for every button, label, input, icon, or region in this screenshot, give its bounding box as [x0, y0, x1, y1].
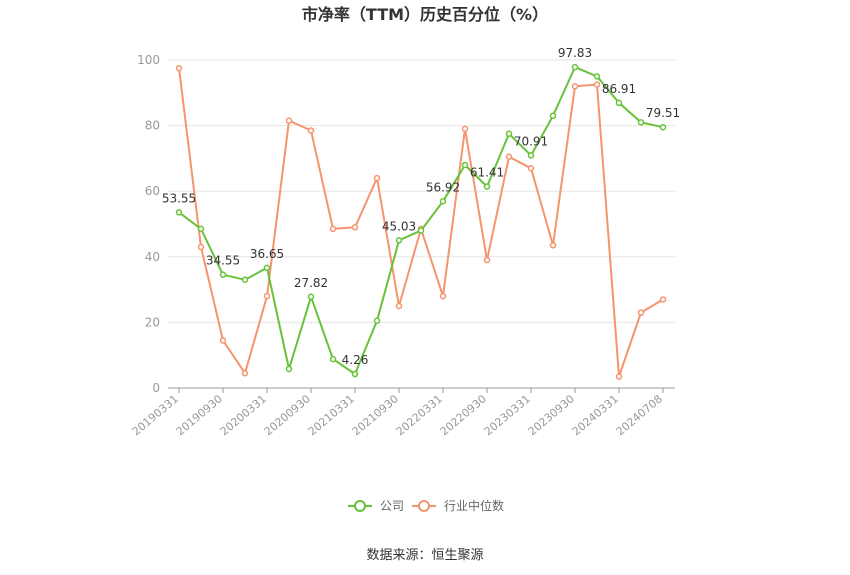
data-point[interactable] — [197, 243, 205, 251]
data-point[interactable] — [461, 125, 469, 133]
data-point[interactable] — [417, 227, 425, 234]
data-point[interactable] — [571, 82, 579, 90]
data-point[interactable] — [439, 292, 447, 300]
data-point[interactable] — [219, 271, 227, 278]
data-label: 79.51 — [646, 106, 680, 120]
data-label: 61.41 — [470, 166, 504, 180]
data-point[interactable] — [527, 164, 535, 172]
data-point[interactable] — [483, 183, 491, 190]
data-point[interactable] — [659, 296, 667, 303]
data-point[interactable] — [593, 81, 601, 88]
data-point[interactable] — [505, 153, 513, 161]
data-point[interactable] — [307, 293, 315, 301]
data-point[interactable] — [571, 63, 579, 71]
y-tick-label: 20 — [145, 315, 160, 329]
data-point[interactable] — [593, 73, 601, 80]
x-tick-label: 20210930 — [350, 392, 401, 438]
grid — [168, 59, 675, 323]
x-tick-label: 20200331 — [218, 392, 269, 438]
source-note: 数据来源：恒生聚源 — [366, 548, 483, 563]
data-point[interactable] — [263, 264, 271, 272]
data-point[interactable] — [351, 370, 359, 378]
x-tick-label: 20240708 — [614, 392, 665, 438]
y-tick-label: 80 — [145, 119, 160, 133]
data-label: 53.55 — [162, 191, 196, 205]
data-point[interactable] — [285, 117, 293, 124]
legend-marker — [418, 500, 430, 512]
data-point[interactable] — [307, 127, 315, 134]
legend-marker — [354, 500, 366, 512]
data-point[interactable] — [527, 152, 535, 159]
x-tick-label: 20200930 — [262, 392, 313, 438]
data-point[interactable] — [175, 209, 183, 216]
x-tick-label: 20220930 — [438, 392, 489, 438]
x-tick-label: 20210331 — [306, 392, 357, 438]
data-label: 97.83 — [558, 46, 592, 60]
data-label: 86.91 — [602, 82, 636, 96]
data-point[interactable] — [659, 123, 667, 131]
data-point[interactable] — [637, 119, 645, 126]
data-point[interactable] — [263, 292, 271, 300]
data-label: 27.82 — [294, 276, 328, 290]
x-tick-label: 20190331 — [130, 392, 181, 438]
axes: 0 20 40 60 80 100 2019033120190930202003312020… — [130, 53, 675, 438]
legend-item[interactable]: 行业中位数 — [412, 498, 504, 513]
data-point[interactable] — [483, 256, 491, 264]
data-point[interactable] — [241, 276, 249, 284]
x-tick-label: 20240331 — [570, 392, 621, 438]
data-point[interactable] — [505, 130, 513, 138]
series-line — [178, 68, 664, 378]
data-label: 36.65 — [250, 247, 284, 261]
series-line — [178, 66, 664, 375]
data-point[interactable] — [395, 302, 403, 310]
data-point[interactable] — [241, 369, 249, 377]
y-tick-label: 60 — [145, 184, 160, 198]
data-point[interactable] — [329, 225, 337, 233]
y-tick-label: 0 — [152, 381, 160, 395]
data-point[interactable] — [219, 337, 227, 344]
data-point[interactable] — [197, 225, 205, 233]
data-point[interactable] — [351, 224, 359, 231]
data-point[interactable] — [175, 64, 183, 72]
legend-item[interactable]: 公司 — [348, 499, 404, 513]
data-label: 34.55 — [206, 254, 240, 268]
data-label: 56.92 — [426, 180, 460, 194]
data-labels: 53.55 34.55 36.65 27.82 4.26 45.03 56.92 61.41 7… — [162, 46, 680, 367]
data-point[interactable] — [637, 309, 645, 316]
data-point[interactable] — [329, 355, 337, 363]
data-label: 4.26 — [342, 353, 369, 367]
y-tick-label: 100 — [137, 53, 160, 67]
legend-label: 公司 — [380, 499, 404, 513]
x-tick-label: 20230930 — [526, 392, 577, 438]
chart-title: 市净率（TTM）历史百分位（%） — [302, 5, 548, 24]
data-point[interactable] — [373, 174, 381, 182]
data-point[interactable] — [549, 242, 557, 249]
x-tick-label: 20220331 — [394, 392, 445, 438]
data-label: 70.91 — [514, 134, 548, 148]
data-point[interactable] — [461, 161, 469, 169]
series-group — [175, 63, 667, 380]
data-point[interactable] — [615, 373, 623, 380]
data-point[interactable] — [549, 112, 557, 120]
legend[interactable]: 公司 行业中位数 — [348, 498, 504, 513]
y-tick-label: 40 — [145, 250, 160, 264]
data-label: 45.03 — [382, 219, 416, 233]
x-tick-label: 20190930 — [174, 392, 225, 438]
data-point[interactable] — [373, 317, 381, 325]
data-point[interactable] — [395, 237, 403, 244]
data-point[interactable] — [285, 365, 293, 373]
data-point[interactable] — [439, 198, 447, 205]
data-point[interactable] — [615, 99, 623, 107]
legend-label: 行业中位数 — [444, 498, 504, 513]
x-tick-label: 20230331 — [482, 392, 533, 438]
